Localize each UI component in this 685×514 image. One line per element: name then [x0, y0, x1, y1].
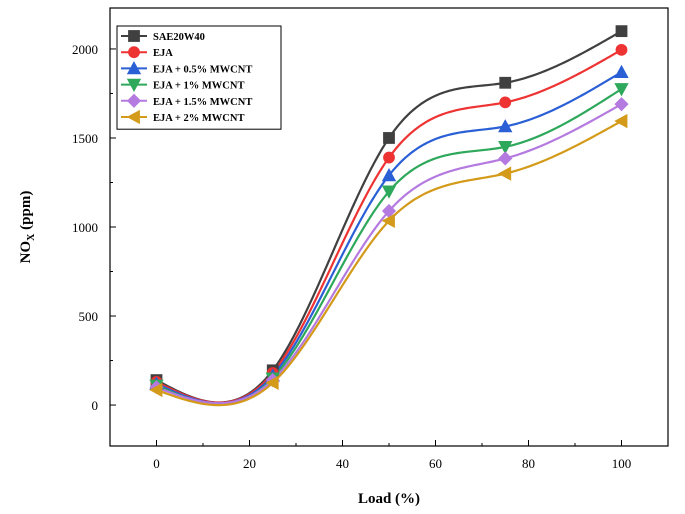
- legend-marker: [126, 61, 142, 75]
- y-axis-title: NOX (ppm): [18, 191, 37, 264]
- legend-label: SAE20W40: [153, 32, 205, 43]
- data-point: [383, 132, 395, 144]
- data-point: [498, 119, 513, 133]
- y-tick-label: 0: [92, 398, 99, 413]
- data-point: [383, 151, 395, 164]
- data-point: [615, 43, 628, 56]
- legend-marker: [126, 78, 142, 92]
- y-tick-label: 1000: [72, 220, 98, 235]
- legend-label: EJA + 1% MWCNT: [153, 81, 244, 92]
- x-tick-label: 100: [612, 456, 632, 471]
- tick-marks: [110, 48, 622, 446]
- legend: SAE20W40 EJA EJA + 0.5% MWCNT EJA + 1% MWCN…: [116, 25, 282, 130]
- data-point: [614, 97, 629, 112]
- data-point: [499, 96, 512, 109]
- legend-marker: [126, 109, 140, 125]
- x-axis-title: Load (%): [358, 491, 420, 507]
- series-line-5: [156, 120, 623, 407]
- x-tick-label: 20: [243, 456, 256, 471]
- data-point: [614, 113, 628, 129]
- data-point: [614, 64, 629, 78]
- legend-box: [116, 25, 282, 130]
- y-axis-title-main: NO: [18, 241, 34, 264]
- data-point: [615, 25, 628, 38]
- data-point: [498, 140, 513, 155]
- y-tick-label: 1500: [72, 131, 98, 146]
- y-axis-title-subscript: X: [26, 233, 37, 241]
- x-tick-label: 40: [336, 456, 349, 471]
- y-tick-label: 500: [79, 309, 99, 324]
- data-point: [614, 83, 629, 97]
- series-line-4: [156, 103, 623, 405]
- series-markers: [149, 25, 629, 398]
- legend-marker: [128, 30, 140, 42]
- data-point: [149, 382, 163, 398]
- data-point: [381, 213, 395, 228]
- legend-label: EJA: [153, 48, 173, 59]
- data-point: [265, 375, 279, 390]
- x-tick-label: 80: [522, 456, 535, 471]
- legend-marker: [128, 46, 140, 59]
- data-point: [381, 185, 397, 199]
- legend-label: EJA + 2% MWCNT: [153, 113, 244, 124]
- data-point: [497, 166, 512, 181]
- y-tick-label: 2000: [72, 42, 98, 57]
- legend-label: EJA + 0.5% MWCNT: [153, 64, 252, 75]
- data-point: [381, 168, 397, 182]
- legend-marker: [126, 93, 142, 108]
- data-point: [499, 76, 512, 89]
- y-axis-title-unit: (ppm): [18, 191, 34, 234]
- legend-label: EJA + 1.5% MWCNT: [153, 97, 252, 108]
- x-tick-label: 60: [429, 456, 442, 471]
- x-tick-label: 0: [153, 456, 160, 471]
- data-point: [498, 151, 513, 166]
